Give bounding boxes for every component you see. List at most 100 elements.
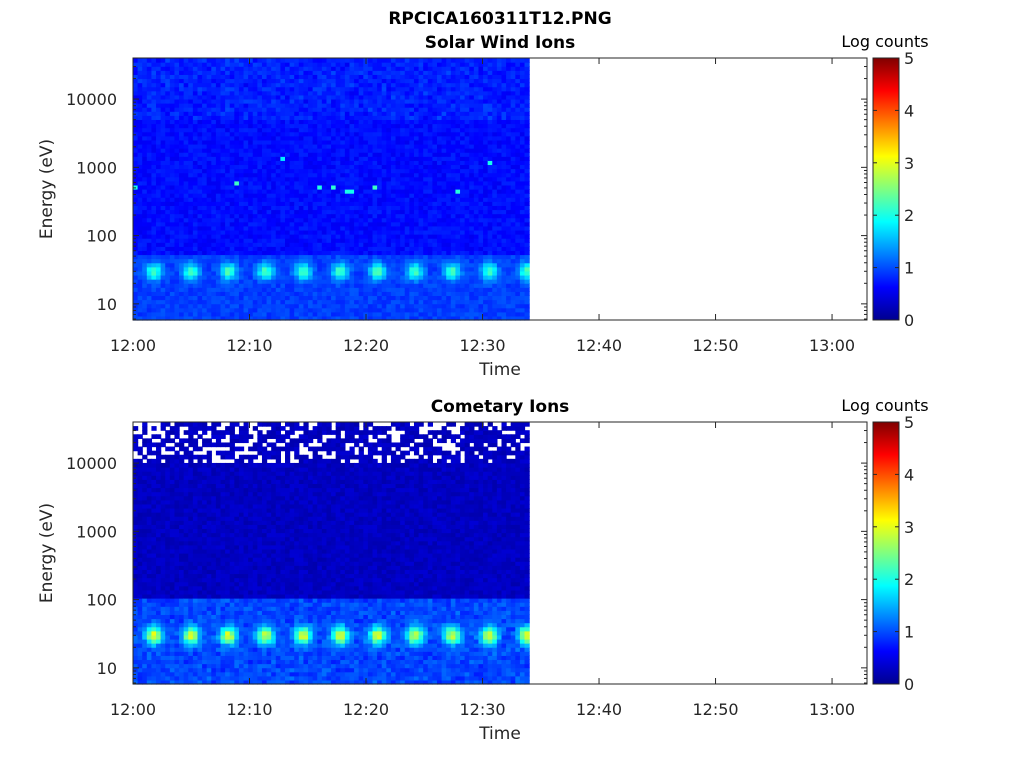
heatmap-cell	[395, 287, 401, 292]
heatmap-cell	[275, 189, 281, 194]
heatmap-cell	[151, 213, 157, 219]
heatmap-cell	[151, 295, 157, 301]
heatmap-cell	[257, 209, 263, 215]
heatmap-cell	[225, 184, 231, 190]
heatmap-cell	[340, 131, 346, 137]
heatmap-cell	[469, 143, 475, 149]
heatmap-cell	[206, 156, 212, 161]
heatmap-cell	[275, 82, 281, 88]
heatmap-cell	[215, 172, 222, 178]
heatmap-cell	[160, 254, 166, 260]
heatmap-cell	[275, 246, 281, 251]
heatmap-cell	[165, 315, 171, 321]
heatmap-cell	[275, 156, 281, 161]
heatmap-cell	[335, 123, 341, 129]
heatmap-cell	[450, 315, 457, 321]
heatmap-cell	[331, 70, 337, 75]
heatmap-cell	[344, 184, 351, 190]
heatmap-cell	[133, 217, 139, 223]
heatmap-cell	[243, 176, 249, 182]
heatmap-cell	[280, 307, 286, 313]
heatmap-cell	[188, 152, 194, 157]
heatmap-cell	[266, 107, 272, 112]
heatmap-cell	[257, 225, 263, 231]
heatmap-cell	[192, 238, 199, 243]
heatmap-cell	[156, 70, 162, 75]
heatmap-cell	[441, 238, 447, 243]
heatmap-cell	[192, 176, 199, 182]
heatmap-cell	[225, 193, 231, 198]
heatmap-cell	[285, 172, 291, 178]
heatmap-cell	[446, 180, 452, 186]
heatmap-cell	[354, 164, 360, 170]
heatmap-cell	[492, 315, 498, 321]
heatmap-cell	[133, 127, 139, 133]
heatmap-cell	[317, 164, 323, 170]
heatmap-cell	[312, 139, 318, 145]
heatmap-cell	[340, 307, 346, 313]
heatmap-cell	[335, 225, 341, 231]
heatmap-cell	[225, 180, 231, 186]
heatmap-cell	[243, 189, 249, 194]
heatmap-cell	[285, 94, 291, 100]
heatmap-cell	[450, 262, 457, 268]
heatmap-cell	[381, 123, 387, 129]
heatmap-cell	[234, 189, 240, 194]
heatmap-cell	[285, 311, 291, 317]
heatmap-cell	[197, 291, 203, 297]
heatmap-cell	[381, 209, 387, 215]
heatmap-cell	[321, 307, 328, 313]
heatmap-cell	[331, 295, 337, 301]
heatmap-cell	[363, 74, 369, 80]
heatmap-cell	[464, 311, 470, 317]
heatmap-cell	[326, 148, 332, 153]
heatmap-cell	[487, 193, 493, 198]
heatmap-cell	[146, 184, 153, 190]
heatmap-cell	[413, 258, 420, 264]
heatmap-cell	[427, 299, 433, 305]
heatmap-cell	[192, 254, 199, 260]
heatmap-cell	[215, 184, 222, 190]
heatmap-cell	[174, 197, 180, 202]
heatmap-cell	[261, 103, 268, 108]
heatmap-cell	[248, 62, 254, 67]
heatmap-cell	[160, 279, 166, 284]
heatmap-cell	[220, 229, 226, 235]
heatmap-cell	[418, 225, 424, 231]
heatmap-cell	[179, 270, 185, 276]
heatmap-cell	[183, 205, 189, 211]
heatmap-cell	[192, 180, 199, 186]
heatmap-cell	[165, 111, 171, 116]
heatmap-cell	[294, 115, 300, 120]
heatmap-cell	[192, 160, 199, 166]
heatmap-cell	[395, 283, 401, 288]
heatmap-cell	[234, 70, 240, 75]
heatmap-cell	[321, 217, 328, 223]
heatmap-cell	[331, 193, 337, 198]
heatmap-cell	[280, 135, 286, 141]
heatmap-cell	[460, 266, 466, 272]
heatmap-cell	[381, 234, 387, 239]
heatmap-cell	[280, 74, 286, 80]
heatmap-cell	[289, 90, 295, 96]
heatmap-cell	[358, 58, 364, 63]
heatmap-cell	[174, 119, 180, 125]
heatmap-cell	[326, 74, 332, 80]
heatmap-cell	[160, 262, 166, 268]
heatmap-cell	[169, 131, 176, 137]
heatmap-cell	[367, 107, 374, 112]
heatmap-cell	[197, 168, 203, 174]
heatmap-cell	[179, 98, 185, 104]
heatmap-cell	[220, 98, 226, 104]
heatmap-cell	[404, 115, 410, 120]
heatmap-cell	[386, 156, 392, 161]
heatmap-cell	[202, 58, 208, 63]
heatmap-cell	[321, 242, 328, 247]
heatmap-cell	[225, 111, 231, 116]
heatmap-cell	[409, 311, 415, 317]
heatmap-cell	[413, 295, 420, 301]
heatmap-cell	[202, 123, 208, 129]
heatmap-cell	[372, 307, 378, 313]
heatmap-cell	[252, 234, 258, 239]
heatmap-cell	[437, 311, 443, 317]
